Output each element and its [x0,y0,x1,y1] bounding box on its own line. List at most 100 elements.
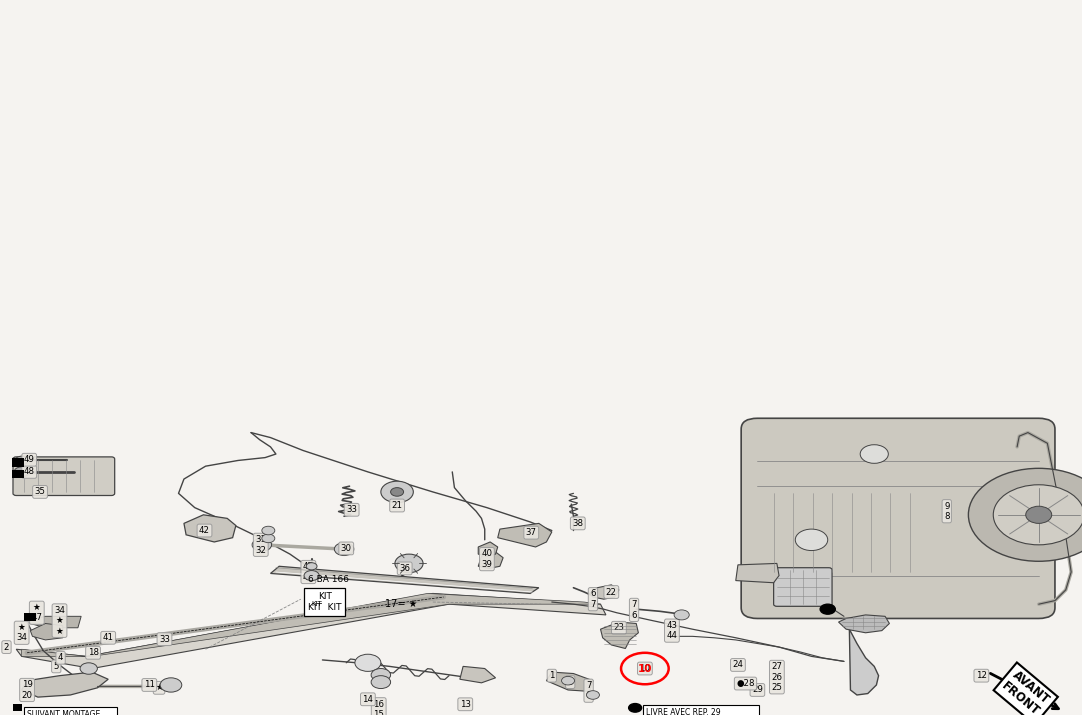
Text: KIT: KIT [312,601,322,607]
Text: LIVRE AVEC REP. 29
GELIEFERT MIT HINW. 29
ENTREGADOS CON FIG. 29
DELIVERED WITH : LIVRE AVEC REP. 29 GELIEFERT MIT HINW. 2… [646,708,756,715]
Text: 34
★
★: 34 ★ ★ [54,606,65,636]
Polygon shape [546,672,593,691]
Text: 4: 4 [57,654,64,662]
Text: 23: 23 [613,623,624,632]
Text: 21: 21 [392,501,403,510]
Text: 33: 33 [159,635,170,644]
Polygon shape [590,585,619,599]
Polygon shape [460,666,496,683]
Text: 3: 3 [567,678,573,686]
Circle shape [15,456,28,465]
Text: 17= ★: 17= ★ [385,599,418,609]
Polygon shape [184,515,236,542]
Text: 9
8: 9 8 [944,501,950,521]
Polygon shape [478,552,503,568]
Polygon shape [16,593,606,669]
Text: 7
6: 7 6 [631,600,637,620]
Text: 10: 10 [637,664,652,674]
Circle shape [391,488,404,496]
Circle shape [160,678,182,692]
Circle shape [820,604,835,614]
FancyBboxPatch shape [741,418,1055,618]
Text: 5: 5 [53,662,60,671]
Circle shape [586,691,599,699]
Circle shape [629,704,642,712]
Text: 2: 2 [3,643,10,651]
Polygon shape [270,566,539,593]
Text: AVANT
FRONT: AVANT FRONT [1000,669,1052,715]
Text: ●28: ●28 [736,679,755,688]
Bar [12,458,24,467]
Circle shape [795,529,828,551]
Circle shape [262,534,275,543]
Text: 31
32: 31 32 [255,535,266,555]
Circle shape [262,526,275,535]
Text: ★
47: ★ 47 [31,603,42,623]
Circle shape [395,554,423,573]
FancyBboxPatch shape [774,568,832,606]
Text: SUIVANT MONTAGE
NACH MONTAGE
SEGUN MONTAJE
AS MOUNTING
SECONDO MONTAGGIO: SUIVANT MONTAGE NACH MONTAGE SEGUN MONTA… [27,710,115,715]
Polygon shape [839,615,889,633]
Polygon shape [30,616,81,628]
Text: 13: 13 [460,700,471,709]
Text: 6 BA 166: 6 BA 166 [308,575,349,583]
Polygon shape [498,523,552,547]
Text: ★
34: ★ 34 [16,623,27,643]
Text: ★: ★ [155,684,163,692]
Text: 35: 35 [35,488,45,496]
Text: 1: 1 [549,671,555,680]
Text: 30: 30 [341,544,352,553]
Circle shape [304,571,319,581]
Text: 36: 36 [399,564,410,573]
Text: 42: 42 [199,526,210,535]
Text: 18: 18 [88,649,98,657]
Circle shape [968,468,1082,561]
Text: KIT
KIT  KIT: KIT KIT KIT [308,592,341,612]
Polygon shape [30,623,63,640]
Polygon shape [22,593,601,656]
Text: 12: 12 [976,671,987,680]
Bar [13,704,22,711]
Text: 24: 24 [733,661,743,669]
Text: 41: 41 [103,633,114,642]
Text: 22: 22 [606,588,617,596]
Circle shape [381,481,413,503]
Polygon shape [849,629,879,695]
Text: 43
44: 43 44 [667,621,677,641]
Text: 16
15: 16 15 [373,699,384,715]
Circle shape [860,445,888,463]
Circle shape [252,538,272,551]
FancyBboxPatch shape [13,457,115,495]
Circle shape [355,654,381,671]
Circle shape [371,676,391,689]
Text: 11: 11 [144,681,155,689]
Circle shape [562,676,575,685]
Text: 19
20: 19 20 [22,680,32,700]
Text: 38: 38 [572,519,583,528]
Polygon shape [478,542,498,556]
Text: 7
6: 7 6 [585,681,592,701]
Bar [12,470,24,478]
Text: 14: 14 [362,695,373,704]
Circle shape [674,610,689,620]
Circle shape [1026,506,1052,523]
Polygon shape [22,672,108,697]
Text: 37: 37 [526,528,537,537]
Circle shape [14,467,29,477]
Text: 45
46: 45 46 [303,562,314,582]
Text: 6
7: 6 7 [590,589,596,609]
Bar [24,613,36,621]
Circle shape [993,485,1082,545]
Text: 33: 33 [346,506,357,514]
Text: 48: 48 [24,468,35,476]
Circle shape [306,563,317,570]
Circle shape [334,543,354,556]
Text: 40
39: 40 39 [481,549,492,569]
Text: 49: 49 [24,455,35,464]
Text: 27
26
25: 27 26 25 [771,662,782,692]
Text: 29: 29 [752,686,763,694]
Circle shape [371,669,391,681]
Polygon shape [601,622,638,649]
Text: 10: 10 [639,664,650,673]
Circle shape [80,663,97,674]
